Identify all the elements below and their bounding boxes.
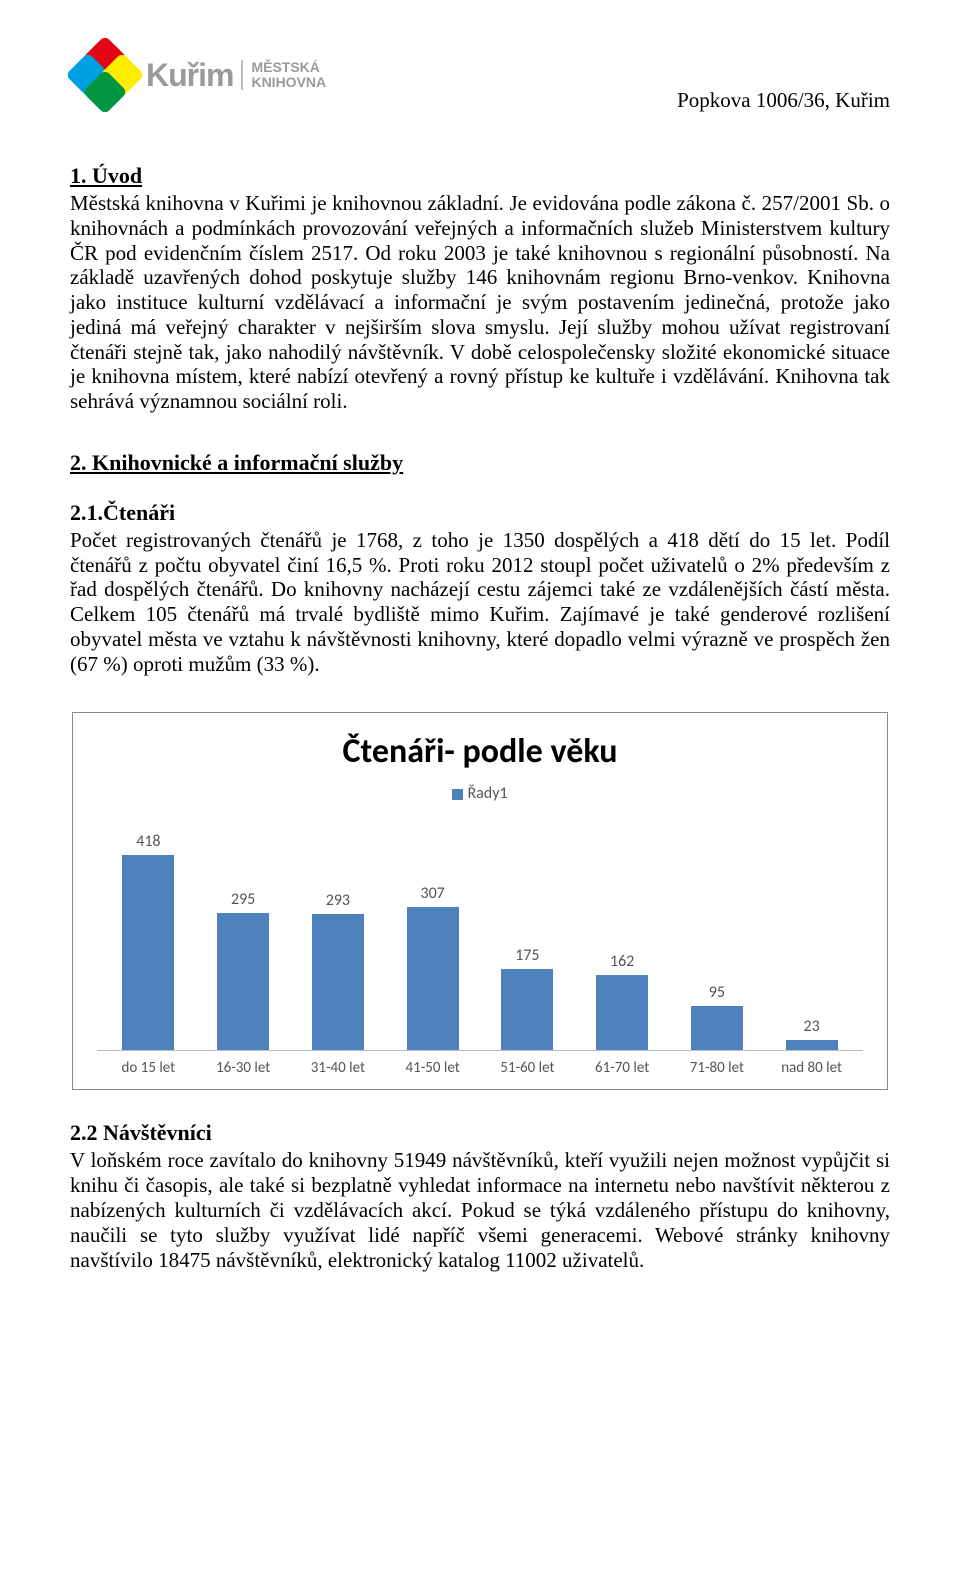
bar-value-label: 293: [326, 891, 350, 910]
x-axis-label: 31-40 let: [291, 1059, 386, 1077]
header: Kuřim MĚSTSKÁ KNIHOVNA Popkova 1006/36, …: [70, 40, 890, 113]
bar-value-label: 23: [804, 1017, 820, 1036]
section2-1-body: Počet registrovaných čtenářů je 1768, z …: [70, 528, 890, 677]
bar-rect: [217, 913, 269, 1051]
chart-bar: 293: [291, 831, 386, 1050]
section2-2-body: V loňském roce zavítalo do knihovny 5194…: [70, 1148, 890, 1272]
x-axis-label: 16-30 let: [196, 1059, 291, 1077]
bar-value-label: 95: [709, 983, 725, 1002]
chart-plot-area: 418 295 293 307 175 162 95 23: [97, 831, 863, 1051]
chart-bar: 162: [575, 831, 670, 1050]
bar-value-label: 175: [515, 946, 539, 965]
page: Kuřim MĚSTSKÁ KNIHOVNA Popkova 1006/36, …: [0, 0, 960, 1312]
bar-rect: [312, 914, 364, 1051]
x-axis-label: nad 80 let: [764, 1059, 859, 1077]
section2-1-heading: 2.1.Čtenáři: [70, 500, 890, 526]
section1-body: Městská knihovna v Kuřimi je knihovnou z…: [70, 191, 890, 414]
x-axis-label: do 15 let: [101, 1059, 196, 1077]
bar-rect: [691, 1006, 743, 1050]
chart-bar: 307: [385, 831, 480, 1050]
chart-x-axis: do 15 let16-30 let31-40 let41-50 let51-6…: [97, 1051, 863, 1077]
logo-sub-line1: MĚSTSKÁ: [251, 60, 326, 75]
section2-2-heading: 2.2 Návštěvníci: [70, 1120, 890, 1146]
chart-legend: Řady1: [97, 784, 863, 803]
header-address: Popkova 1006/36, Kuřim: [677, 40, 890, 113]
logo: Kuřim MĚSTSKÁ KNIHOVNA: [70, 40, 326, 110]
x-axis-label: 71-80 let: [670, 1059, 765, 1077]
chart-bar: 23: [764, 831, 859, 1050]
chart-bar: 95: [670, 831, 765, 1050]
bar-rect: [596, 975, 648, 1051]
bar-value-label: 418: [136, 832, 160, 851]
chart-title: Čtenáři- podle věku: [97, 731, 863, 772]
chart-bar: 295: [196, 831, 291, 1050]
age-chart: Čtenáři- podle věku Řady1 418 295 293 307 17…: [72, 712, 888, 1090]
x-axis-label: 41-50 let: [385, 1059, 480, 1077]
x-axis-label: 51-60 let: [480, 1059, 575, 1077]
bar-value-label: 307: [420, 884, 444, 903]
logo-text: Kuřim MĚSTSKÁ KNIHOVNA: [146, 57, 326, 94]
bar-value-label: 162: [610, 952, 634, 971]
logo-sub-text: MĚSTSKÁ KNIHOVNA: [241, 60, 326, 91]
bar-rect: [407, 907, 459, 1050]
x-axis-label: 61-70 let: [575, 1059, 670, 1077]
logo-main-text: Kuřim: [146, 57, 233, 94]
logo-mark-icon: [70, 40, 140, 110]
logo-sub-line2: KNIHOVNA: [251, 75, 326, 90]
bar-value-label: 295: [231, 890, 255, 909]
section1-heading: 1. Úvod: [70, 163, 890, 189]
bar-rect: [501, 969, 553, 1051]
bar-rect: [786, 1040, 838, 1051]
bar-rect: [122, 855, 174, 1050]
chart-bar: 175: [480, 831, 575, 1050]
legend-label: Řady1: [467, 784, 507, 803]
section2-heading: 2. Knihovnické a informační služby: [70, 450, 890, 476]
chart-bar: 418: [101, 831, 196, 1050]
legend-swatch-icon: [452, 789, 463, 800]
